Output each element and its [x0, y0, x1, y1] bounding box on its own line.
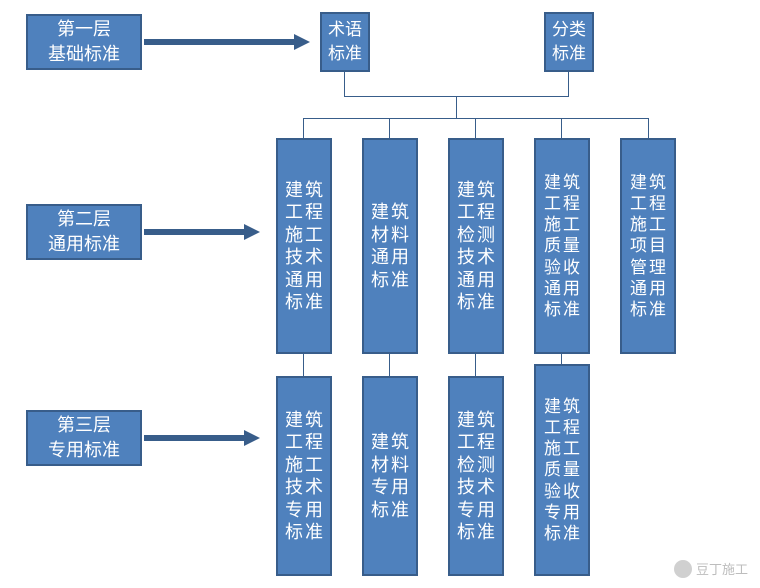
mid-box-5: 建工施项管通标筑程工目理用准	[620, 138, 676, 354]
arrow1-body	[144, 39, 294, 45]
mid-box-2: 建材通标筑料用准	[362, 138, 418, 354]
conn-mb-3	[475, 354, 476, 376]
bot3-cols: 建工检技专标筑程测术用准	[457, 409, 495, 544]
watermark: 豆丁施工	[674, 559, 748, 578]
conn-mb-1	[303, 354, 304, 376]
bot-box-4: 建工施质验专标筑程工量收用准	[534, 364, 590, 576]
top-class-l2: 标准	[552, 42, 586, 66]
top-term-l2: 标准	[328, 42, 362, 66]
mid-box-3: 建工检技通标筑程测术用准	[448, 138, 504, 354]
bot4-cols: 建工施质验专标筑程工量收用准	[544, 396, 580, 545]
bot-box-2: 建材专标筑料用准	[362, 376, 418, 576]
conn-drop-1	[303, 118, 304, 138]
watermark-icon	[674, 560, 692, 578]
mid-box-4: 建工施质验通标筑程工量收用准	[534, 138, 590, 354]
mid3-cols: 建工检技通标筑程测术用准	[457, 179, 495, 314]
conn-mb-4	[561, 354, 562, 364]
layer2-line2: 通用标准	[48, 232, 120, 257]
arrow2-body	[144, 229, 244, 235]
layer3-label: 第三层 专用标准	[26, 410, 142, 466]
conn-mb-2	[389, 354, 390, 376]
bot-box-3: 建工检技专标筑程测术用准	[448, 376, 504, 576]
conn-drop-4	[561, 118, 562, 138]
mid5-cols: 建工施项管通标筑程工目理用准	[630, 172, 666, 321]
conn-trunk	[456, 96, 457, 118]
top-term-box: 术语 标准	[320, 12, 370, 72]
top-class-box: 分类 标准	[544, 12, 594, 72]
mid-box-1: 建工施技通标筑程工术用准	[276, 138, 332, 354]
conn-bus	[303, 118, 649, 119]
layer2-line1: 第二层	[48, 207, 120, 232]
top-class-l1: 分类	[552, 18, 586, 42]
conn-drop-2	[389, 118, 390, 138]
arrow3-body	[144, 435, 244, 441]
mid4-cols: 建工施质验通标筑程工量收用准	[544, 172, 580, 321]
arrow2-head	[244, 224, 260, 240]
layer2-label: 第二层 通用标准	[26, 204, 142, 260]
watermark-text: 豆丁施工	[696, 559, 748, 578]
conn-class-down	[568, 72, 569, 96]
bot1-cols: 建工施技专标筑程工术用准	[285, 409, 323, 544]
layer1-line2: 基础标准	[48, 42, 120, 67]
arrow1-head	[294, 34, 310, 50]
conn-drop-3	[475, 118, 476, 138]
conn-term-down	[344, 72, 345, 96]
layer1-line1: 第一层	[48, 17, 120, 42]
top-term-l1: 术语	[328, 18, 362, 42]
layer1-label: 第一层 基础标准	[26, 14, 142, 70]
bot2-cols: 建材专标筑料用准	[371, 431, 409, 521]
conn-drop-5	[648, 118, 649, 138]
layer3-line2: 专用标准	[48, 438, 120, 463]
mid2-cols: 建材通标筑料用准	[371, 201, 409, 291]
arrow3-head	[244, 430, 260, 446]
mid1-cols: 建工施技通标筑程工术用准	[285, 179, 323, 314]
layer3-line1: 第三层	[48, 413, 120, 438]
bot-box-1: 建工施技专标筑程工术用准	[276, 376, 332, 576]
